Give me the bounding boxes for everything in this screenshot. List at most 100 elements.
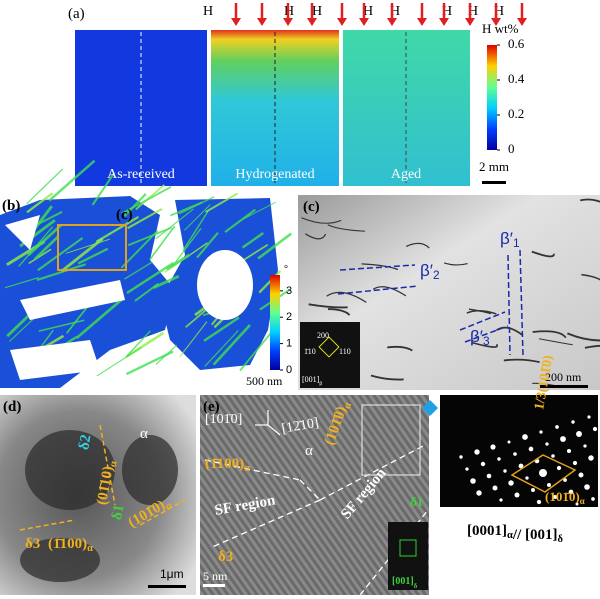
fft-spot [497, 457, 501, 461]
scale-bar-c [540, 385, 588, 388]
h-label: H [468, 4, 478, 19]
strain-streak [33, 235, 59, 261]
fft-spot [507, 440, 511, 444]
dislocation [327, 224, 366, 232]
h-arrow-head [257, 18, 267, 26]
colorbar-a [487, 45, 497, 150]
label: (b) [2, 198, 20, 214]
fft-spot [514, 492, 520, 498]
dislocation [532, 330, 567, 339]
dislocation [471, 341, 499, 348]
strain-streak [212, 324, 251, 366]
text: H [442, 4, 452, 19]
dislocation [443, 262, 468, 266]
colorbar-tick-label: 0 [508, 141, 515, 156]
fft-spot [556, 465, 562, 471]
fft-caption: [0001]α// [001]δ [467, 523, 563, 545]
colorbar-b [270, 275, 280, 370]
text: (c) [303, 199, 320, 215]
image-caption: Aged [391, 167, 421, 182]
dislocation [584, 344, 600, 349]
h-arrow-head [387, 18, 397, 26]
text: [12̄10] [281, 416, 320, 437]
plane-label: (1̄100)α [205, 456, 250, 474]
h-arrow-head [283, 18, 293, 26]
dark-grains [20, 430, 178, 582]
fft-spot [522, 434, 528, 440]
fft-spot [551, 454, 555, 458]
text: δ1 [410, 494, 423, 509]
fft-region [361, 404, 421, 476]
beta-label: β′2 [420, 261, 440, 282]
strain-streak [120, 230, 159, 269]
colorbar-tick-label: 0 [286, 364, 292, 376]
plane-label: (01̄10)α [95, 459, 121, 507]
text: 0.6 [508, 36, 525, 51]
strain-streak [185, 309, 207, 328]
variant-label: δ2 [77, 433, 95, 451]
strain-streak [121, 186, 172, 215]
h-label: H [442, 4, 452, 19]
strain-streak [152, 274, 180, 290]
dislocation [327, 308, 351, 316]
h-label: H [363, 4, 373, 19]
plane-traces-d [19, 424, 186, 531]
text: α [305, 443, 313, 459]
colorbar-tick-label: 0.2 [508, 106, 524, 121]
text: (e) [203, 399, 220, 415]
strain-streak [75, 297, 124, 340]
dislocation [466, 310, 497, 315]
fft-spot [525, 476, 529, 480]
strain-streak [135, 184, 165, 211]
variant-label: δ3 [218, 549, 233, 565]
text-base: [0001] [467, 523, 507, 539]
text: δ1 [110, 503, 128, 521]
dislocation [406, 242, 430, 249]
strain-streak [239, 243, 269, 263]
text-base: β′ [470, 327, 483, 346]
strain-streak [91, 172, 116, 206]
text: H [494, 4, 504, 19]
h-arrow-head [517, 18, 527, 26]
dislocation [538, 338, 573, 346]
fft-spot [499, 498, 503, 502]
fft-spot [563, 478, 567, 482]
text: 1 [286, 338, 292, 350]
strain-streak [171, 227, 202, 268]
fft-spot [470, 478, 476, 484]
direction-arrows [255, 410, 281, 436]
text: (d) [3, 399, 21, 415]
fft-spot [474, 449, 480, 455]
text: 1̄10 [304, 347, 316, 356]
text-sub: 1 [513, 236, 520, 250]
phase-label: α [140, 426, 148, 442]
beta-label: β′3 [470, 327, 490, 348]
fft-spot [575, 502, 579, 506]
fft-spot [480, 461, 486, 467]
hole [20, 280, 125, 320]
text: δ3 [25, 536, 40, 552]
strain-streak [149, 225, 176, 260]
text-sub: α [507, 530, 513, 541]
inset-ref: (c) [116, 207, 133, 223]
text-sub: α [342, 401, 354, 410]
text-sub: α [108, 460, 120, 468]
fft-spot [492, 485, 498, 491]
text: δ3 [218, 549, 233, 565]
strain-streak [26, 168, 64, 205]
fft-spot [584, 484, 590, 490]
spot-label: 1̄10 [304, 347, 316, 356]
text: H [363, 4, 373, 19]
label: (d) [3, 399, 21, 415]
diffraction-box [318, 336, 340, 358]
fft-label: (101̄0)α [545, 489, 585, 506]
text: Hydrogenated [235, 167, 314, 182]
strain-streak [48, 159, 96, 202]
dislocation [503, 358, 540, 364]
h-label: H [203, 4, 213, 19]
fft-spot [592, 426, 598, 432]
strain-streak [155, 208, 194, 240]
strain-streak [96, 347, 142, 377]
strain-streak [38, 319, 85, 332]
text-sub: δ [414, 582, 418, 590]
